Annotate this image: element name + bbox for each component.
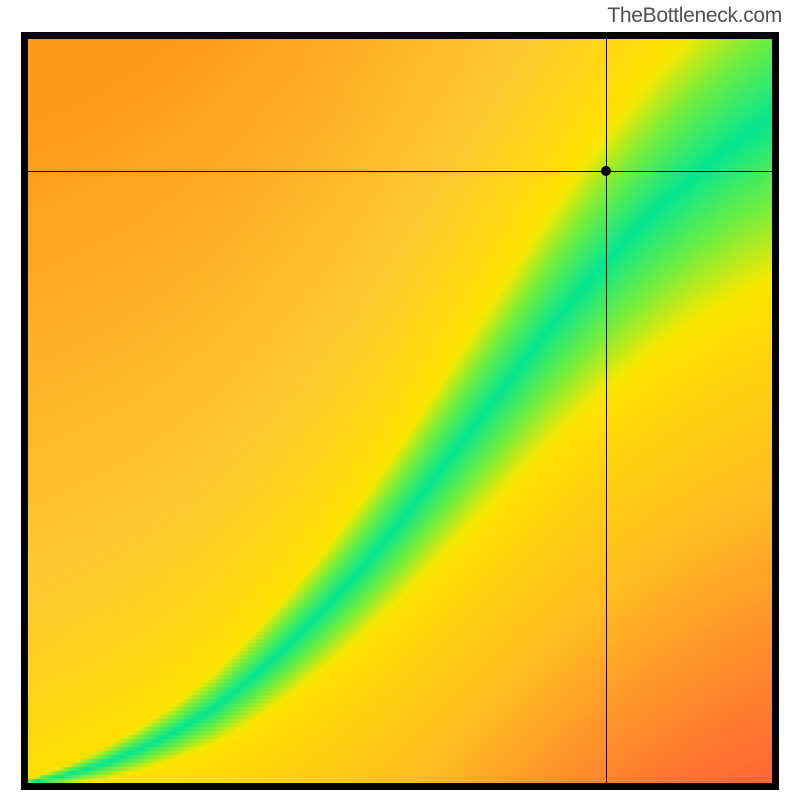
chart-frame [21,32,779,790]
chart-container: TheBottleneck.com [0,0,800,800]
watermark-text: TheBottleneck.com [607,4,782,28]
bottleneck-heatmap [28,39,772,783]
chart-area [28,39,772,783]
marker-dot [601,166,611,176]
crosshair-vertical [606,39,607,783]
crosshair-horizontal [28,171,772,172]
